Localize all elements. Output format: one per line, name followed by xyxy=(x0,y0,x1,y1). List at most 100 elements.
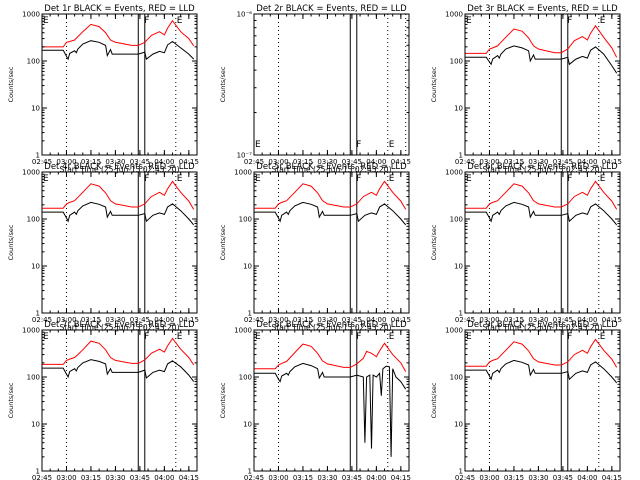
panel-det-5: Det 5r BLACK = Events, RED = LLD 1 10 100 10… xyxy=(219,162,411,332)
plot-frame xyxy=(41,171,198,314)
x-tick-label: 04:15 xyxy=(391,158,411,166)
y-tick-label: 100 xyxy=(450,216,463,224)
events-series-line xyxy=(42,40,195,61)
x-tick-label: 02:45 xyxy=(32,316,52,324)
panel-det-6: Det 6r BLACK = Events, RED = LLD 1 10 100 10… xyxy=(430,162,622,332)
panel-title: Det 7r BLACK = Events, RED = LLD xyxy=(44,320,195,330)
x-tick-label: 04:00 xyxy=(154,158,174,166)
marker-label: F xyxy=(144,332,149,342)
events-series-line xyxy=(42,201,195,226)
x-tick-label: 02:45 xyxy=(455,474,475,480)
plot-frame xyxy=(464,13,621,156)
x-tick-label: 02:45 xyxy=(32,158,52,166)
marker-label: E xyxy=(600,332,606,342)
y-axis-label: Counts/sec xyxy=(219,224,227,260)
y-tick-label: 100 xyxy=(27,58,40,66)
panel-det-7: Det 7r BLACK = Events, RED = LLD 1 10 100 10… xyxy=(7,320,199,480)
y-tick-label: 1000 xyxy=(445,327,463,335)
y-tick-label: 100 xyxy=(450,374,463,382)
y-tick-label: 1 xyxy=(36,310,40,318)
plot-frame xyxy=(464,329,621,472)
x-tick-label: 03:00 xyxy=(268,158,288,166)
x-tick-label: 03:45 xyxy=(553,474,573,480)
marker-label: F xyxy=(567,16,572,26)
x-tick-label: 03:30 xyxy=(528,474,548,480)
x-tick-label: 03:30 xyxy=(528,158,548,166)
y-tick-label: 1 xyxy=(459,468,463,476)
x-axis-label: Start Time (25-Jun-13 02:43:20) xyxy=(60,165,180,174)
y-axis-label: Counts/sec xyxy=(7,224,15,260)
x-tick-label: 04:15 xyxy=(179,474,199,480)
x-tick-label: 03:15 xyxy=(293,316,313,324)
x-tick-label: 03:00 xyxy=(56,316,76,324)
y-tick-label: 1000 xyxy=(234,169,252,177)
x-tick-label: 04:15 xyxy=(179,158,199,166)
panel-title: Det 4r BLACK = Events, RED = LLD xyxy=(44,162,195,172)
x-tick-label: 03:30 xyxy=(317,158,337,166)
y-axis-label: Counts/sec xyxy=(7,382,15,418)
x-tick-label: 04:00 xyxy=(366,158,386,166)
marker-label: F xyxy=(356,140,361,150)
x-tick-label: 04:00 xyxy=(577,474,597,480)
panel-title: Det 9r BLACK = Events, RED = LLD xyxy=(467,320,618,330)
y-tick-label: 10 xyxy=(454,263,463,271)
x-tick-label: 03:15 xyxy=(504,316,524,324)
y-tick-label: 10 xyxy=(31,263,40,271)
x-tick-label: 02:45 xyxy=(455,158,475,166)
y-axis-label: Counts/sec xyxy=(219,382,227,418)
y-tick-label: 10⁻⁷ xyxy=(237,152,253,160)
marker-label: F xyxy=(144,16,149,26)
y-tick-label: 10 xyxy=(31,421,40,429)
lld-series-line xyxy=(254,180,407,210)
y-tick-label: 1000 xyxy=(234,327,252,335)
y-tick-label: 1000 xyxy=(22,11,40,19)
events-series-line xyxy=(465,45,618,74)
marker-label: E xyxy=(43,16,49,26)
x-tick-label: 03:15 xyxy=(293,474,313,480)
marker-label: E xyxy=(255,140,261,150)
y-tick-label: 100 xyxy=(450,58,463,66)
lld-series-line xyxy=(42,180,195,210)
x-tick-label: 03:30 xyxy=(105,158,125,166)
marker-label: F xyxy=(567,332,572,342)
events-series-line xyxy=(465,201,618,226)
y-tick-label: 10 xyxy=(454,105,463,113)
y-tick-label: 10 xyxy=(243,421,252,429)
x-axis-label: Start Time (25-Jun-13 02:43:20) xyxy=(272,165,392,174)
x-tick-label: 03:45 xyxy=(553,316,573,324)
x-tick-label: 04:00 xyxy=(577,158,597,166)
x-tick-label: 04:15 xyxy=(391,316,411,324)
x-tick-label: 03:15 xyxy=(81,474,101,480)
x-tick-label: 03:15 xyxy=(293,158,313,166)
x-tick-label: 03:30 xyxy=(105,316,125,324)
marker-label: E xyxy=(466,174,472,184)
y-tick-label: 1000 xyxy=(445,11,463,19)
y-tick-label: 1000 xyxy=(22,169,40,177)
x-tick-label: 03:45 xyxy=(553,158,573,166)
x-tick-label: 03:00 xyxy=(268,316,288,324)
x-tick-label: 02:45 xyxy=(32,474,52,480)
lld-series-line xyxy=(254,342,407,372)
y-axis-label: Counts/sec xyxy=(430,66,438,102)
y-tick-label: 100 xyxy=(27,216,40,224)
x-tick-label: 04:15 xyxy=(602,158,622,166)
x-tick-label: 03:15 xyxy=(81,316,101,324)
x-tick-label: 03:45 xyxy=(342,316,362,324)
plot-frame xyxy=(253,329,410,472)
lld-series-line xyxy=(42,337,195,366)
y-tick-label: 10 xyxy=(243,263,252,271)
panel-title: Det 5r BLACK = Events, RED = LLD xyxy=(256,162,407,172)
marker-label: E xyxy=(466,16,472,26)
marker-label: E xyxy=(177,16,183,26)
plot-frame xyxy=(464,171,621,314)
panel-det-2: Det 2r BLACK = Events, RED = LLD 10⁻⁷ 10⁻⁶… xyxy=(219,4,411,174)
plot-frame xyxy=(253,171,410,314)
plot-frame xyxy=(41,329,198,472)
y-tick-label: 1 xyxy=(248,310,252,318)
marker-label: E xyxy=(177,174,183,184)
y-tick-label: 100 xyxy=(239,374,252,382)
x-tick-label: 03:00 xyxy=(479,474,499,480)
x-tick-label: 03:30 xyxy=(317,316,337,324)
marker-label: E xyxy=(600,174,606,184)
x-tick-label: 03:15 xyxy=(504,158,524,166)
